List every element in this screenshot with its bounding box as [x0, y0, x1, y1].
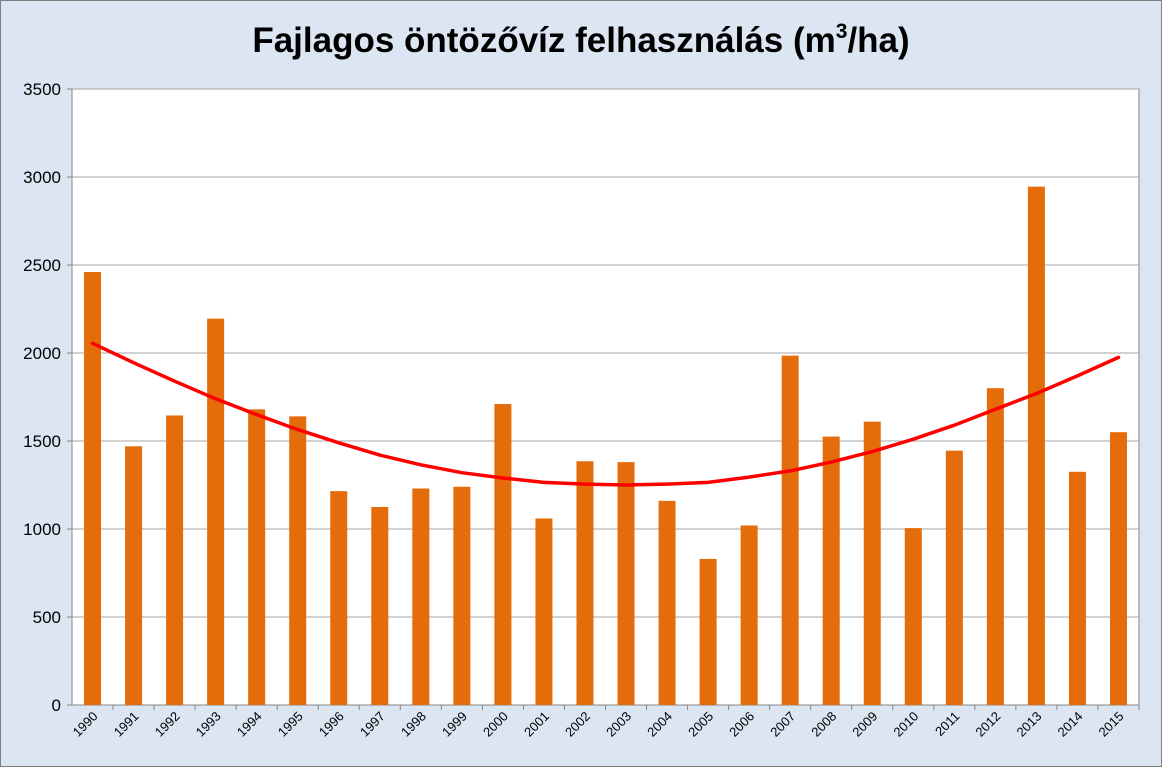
bar-1993	[207, 318, 225, 705]
x-tick-label: 1999	[439, 709, 470, 740]
bar-1996	[330, 491, 348, 705]
x-tick-label: 2004	[644, 709, 675, 740]
bar-1999	[453, 486, 471, 705]
x-tick-label: 1994	[234, 709, 265, 740]
trendline	[90, 341, 1121, 487]
x-tick-label: 2000	[480, 709, 511, 740]
bar-2000	[494, 404, 512, 705]
bar-2015	[1109, 432, 1127, 705]
bar-2014	[1068, 471, 1086, 705]
bar-2005	[699, 558, 717, 705]
x-tick-label: 2006	[726, 709, 757, 740]
bar-1994	[248, 409, 266, 705]
bar-1991	[125, 446, 143, 705]
bar-2006	[740, 525, 758, 705]
chart-title-main: Fajlagos öntözővíz felhasználás (m	[252, 21, 836, 60]
bar-2012	[986, 388, 1004, 705]
y-tick-label: 1000	[23, 520, 61, 539]
y-tick-label: 3500	[23, 80, 61, 99]
bar-2008	[822, 436, 840, 705]
x-tick-label: 1991	[111, 709, 142, 740]
bar-2009	[863, 421, 881, 705]
x-tick-label: 2008	[808, 709, 839, 740]
x-tick-label: 2001	[521, 709, 552, 740]
y-tick-label: 2500	[23, 256, 61, 275]
bar-1990	[84, 272, 102, 705]
x-tick-label: 2011	[932, 709, 962, 739]
bar-2011	[945, 450, 963, 705]
bar-2002	[576, 461, 594, 705]
bar-1995	[289, 416, 307, 705]
x-tick-label: 1998	[398, 709, 429, 740]
bar-1998	[412, 488, 430, 705]
y-tick-label: 0	[52, 696, 61, 715]
x-tick-label: 2009	[849, 709, 880, 740]
x-tick-label: 1993	[193, 709, 224, 740]
bar-2001	[535, 518, 553, 705]
y-tick-label: 1500	[23, 432, 61, 451]
x-tick-label: 2012	[972, 709, 1003, 740]
bar-2003	[617, 462, 635, 705]
y-tick-label: 2000	[23, 344, 61, 363]
chart-title-superscript: 3	[835, 20, 848, 43]
x-tick-label: 2002	[562, 709, 593, 740]
bar-1992	[166, 415, 184, 705]
bar-1997	[371, 507, 389, 705]
bar-2013	[1027, 186, 1045, 705]
x-tick-label: 2010	[890, 709, 921, 740]
x-tick-label: 1995	[275, 709, 306, 740]
x-tick-label: 1990	[70, 709, 101, 740]
chart-title-suffix: /ha)	[847, 21, 910, 60]
x-tick-label: 2015	[1096, 709, 1127, 740]
x-tick-label: 2014	[1055, 709, 1086, 740]
x-tick-label: 1997	[357, 709, 388, 740]
plot-area	[71, 88, 1140, 706]
x-tick-label: 1996	[316, 709, 347, 740]
x-tick-label: 2005	[685, 709, 716, 740]
bar-2010	[904, 528, 922, 705]
bar-2004	[658, 500, 676, 705]
x-tick-label: 2007	[767, 709, 798, 740]
x-tick-label: 1992	[152, 709, 183, 740]
x-tick-label: 2013	[1013, 709, 1044, 740]
y-tick-label: 500	[33, 608, 61, 627]
bar-2007	[781, 355, 799, 705]
chart-title: Fajlagos öntözővíz felhasználás (m3/ha)	[1, 21, 1161, 61]
y-tick-label: 3000	[23, 168, 61, 187]
x-tick-label: 2003	[603, 709, 634, 740]
